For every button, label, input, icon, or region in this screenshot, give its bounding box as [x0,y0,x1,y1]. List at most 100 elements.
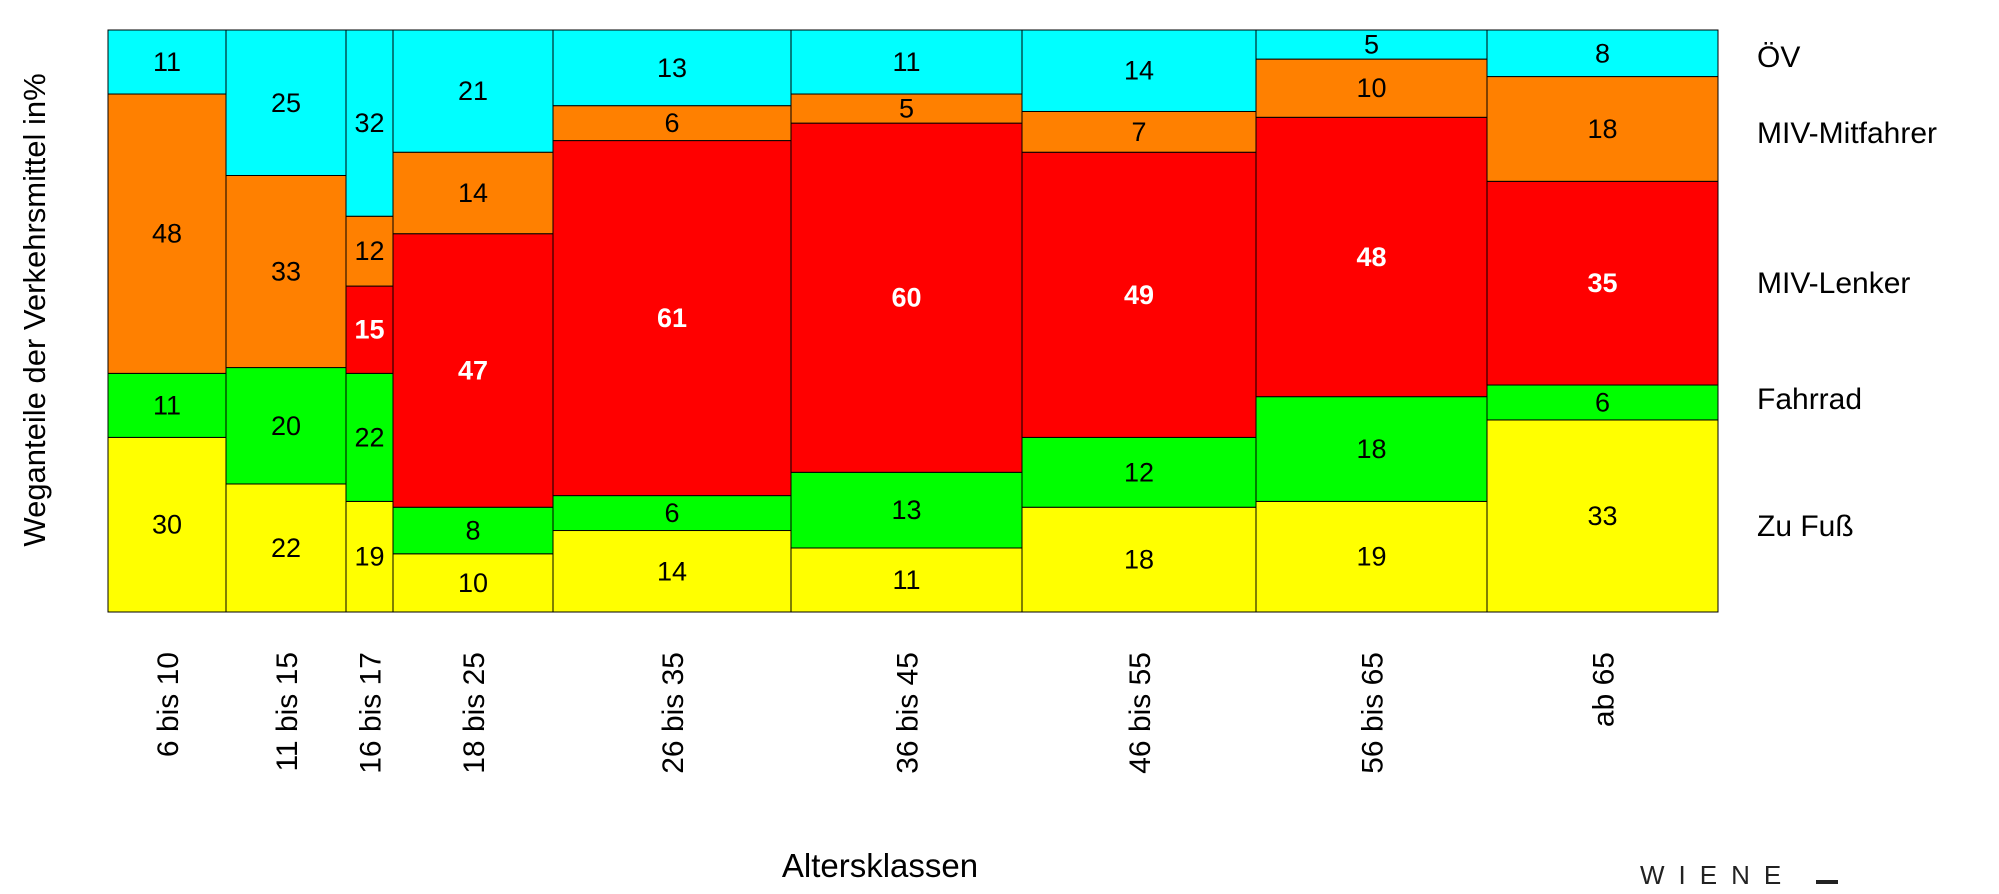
value-label-fahrrad-36-bis-45: 13 [891,495,921,525]
category-label-ab-65: ab 65 [1588,652,1621,727]
bar-segment-fahrrad-11-bis-15 [225,367,347,485]
value-label-miv-mitfahrer-18-bis-25: 14 [458,178,488,208]
value-label-fahrrad-6-bis-10: 11 [153,390,181,420]
bars-group [107,29,1719,613]
bar-segment-miv-lenker-56-bis-65 [1255,116,1488,398]
value-label-fahrrad-18-bis-25: 8 [465,516,480,546]
value-label-oev-46-bis-55: 14 [1124,56,1154,86]
category-label-46-bis-55: 46 bis 55 [1124,652,1157,774]
logo: WIENE [1640,860,1838,890]
value-label-oev-6-bis-10: 11 [153,47,181,77]
category-label-18-bis-25: 18 bis 25 [458,652,491,774]
legend: ÖV MIV-Mitfahrer MIV-Lenker Fahrrad Zu Fuß [1757,41,1937,543]
value-label-zu-fuss-18-bis-25: 10 [458,568,488,598]
bar-segment-zu-fuss-26-bis-35 [552,530,792,613]
bar-segment-miv-lenker-36-bis-45 [790,122,1023,473]
bar-segment-zu-fuss-46-bis-55 [1021,506,1257,613]
value-label-fahrrad-46-bis-55: 12 [1124,457,1154,487]
bar-segment-miv-mitfahrer-ab-65 [1486,76,1719,182]
bar-segment-zu-fuss-56-bis-65 [1255,500,1488,613]
bar-segment-miv-mitfahrer-11-bis-15 [225,175,347,369]
bar-segment-fahrrad-ab-65 [1486,384,1719,421]
value-label-oev-16-bis-17: 32 [354,108,384,138]
bar-segment-miv-lenker-26-bis-35 [552,140,792,497]
x-axis-label: Altersklassen [782,847,978,884]
value-label-fahrrad-26-bis-35: 6 [664,498,679,528]
value-label-miv-lenker-16-bis-17: 15 [354,315,384,345]
value-label-miv-mitfahrer-ab-65: 18 [1587,114,1617,144]
category-label-16-bis-17: 16 bis 17 [355,652,388,774]
value-label-miv-lenker-18-bis-25: 47 [458,355,488,385]
bar-segment-oev-36-bis-45 [790,29,1023,95]
value-label-fahrrad-11-bis-15: 20 [271,411,301,441]
value-labels-group: 3011481122203325192215123210847142114661… [152,30,1618,598]
value-label-zu-fuss-56-bis-65: 19 [1356,542,1386,572]
bar-segment-fahrrad-56-bis-65 [1255,396,1488,502]
value-label-miv-mitfahrer-36-bis-45: 5 [899,94,914,124]
value-label-fahrrad-56-bis-65: 18 [1356,434,1386,464]
value-label-zu-fuss-ab-65: 33 [1587,501,1617,531]
logo-dash [1816,880,1838,884]
bar-segment-fahrrad-26-bis-35 [552,495,792,532]
legend-item-fahrrad: Fahrrad [1757,383,1862,416]
value-label-miv-lenker-36-bis-45: 60 [891,283,921,313]
value-label-miv-mitfahrer-56-bis-65: 10 [1356,73,1386,103]
bar-segment-zu-fuss-6-bis-10 [107,436,227,613]
bar-segment-zu-fuss-11-bis-15 [225,483,347,613]
bar-segment-fahrrad-6-bis-10 [107,372,227,438]
bar-segment-oev-16-bis-17 [345,29,394,217]
bar-segment-oev-56-bis-65 [1255,29,1488,60]
logo-text: WIENE [1640,860,1795,890]
bar-segment-miv-mitfahrer-56-bis-65 [1255,58,1488,118]
bar-segment-oev-11-bis-15 [225,29,347,176]
value-label-miv-mitfahrer-46-bis-55: 7 [1131,117,1146,147]
category-label-6-bis-10: 6 bis 10 [152,652,185,757]
bar-segment-fahrrad-16-bis-17 [345,372,394,502]
legend-item-miv-lenker: MIV-Lenker [1757,267,1910,300]
bar-segment-oev-ab-65 [1486,29,1719,78]
legend-item-oev: ÖV [1757,41,1800,74]
value-label-zu-fuss-26-bis-35: 14 [657,556,687,586]
bar-segment-fahrrad-36-bis-45 [790,471,1023,549]
category-label-56-bis-65: 56 bis 65 [1357,652,1390,774]
value-label-miv-mitfahrer-11-bis-15: 33 [271,257,301,287]
value-label-zu-fuss-46-bis-55: 18 [1124,545,1154,575]
category-label-36-bis-45: 36 bis 45 [892,652,925,774]
category-label-11-bis-15: 11 bis 15 [271,652,304,772]
bar-segment-zu-fuss-16-bis-17 [345,500,394,613]
value-label-oev-ab-65: 8 [1595,38,1610,68]
value-label-fahrrad-16-bis-17: 22 [354,422,384,452]
value-label-fahrrad-ab-65: 6 [1595,387,1610,417]
bar-segment-oev-6-bis-10 [107,29,227,95]
legend-item-miv-mitfahrer: MIV-Mitfahrer [1757,117,1937,150]
bar-segment-miv-mitfahrer-16-bis-17 [345,215,394,287]
value-label-miv-mitfahrer-6-bis-10: 48 [152,219,182,249]
y-axis-label: Weganteile der Verkehrsmittel in% [17,73,52,546]
value-label-oev-56-bis-65: 5 [1364,30,1379,60]
value-label-oev-26-bis-35: 13 [657,53,687,83]
category-label-26-bis-35: 26 bis 35 [657,652,690,774]
value-label-miv-lenker-ab-65: 35 [1587,268,1617,298]
value-label-miv-lenker-26-bis-35: 61 [657,303,687,333]
value-label-miv-mitfahrer-26-bis-35: 6 [664,108,679,138]
value-label-zu-fuss-6-bis-10: 30 [152,510,182,540]
bar-segment-miv-mitfahrer-36-bis-45 [790,93,1023,124]
value-label-zu-fuss-16-bis-17: 19 [354,542,384,572]
bar-segment-oev-26-bis-35 [552,29,792,107]
value-label-miv-lenker-56-bis-65: 48 [1356,242,1386,272]
value-label-miv-mitfahrer-16-bis-17: 12 [354,236,384,266]
bar-segment-zu-fuss-ab-65 [1486,419,1719,613]
category-labels-group: 6 bis 10 11 bis 15 16 bis 17 18 bis 25 26 bi… [152,652,1621,774]
bar-segment-miv-lenker-18-bis-25 [392,233,554,508]
value-label-oev-11-bis-15: 25 [271,88,301,118]
value-label-miv-lenker-46-bis-55: 49 [1124,280,1154,310]
bar-segment-miv-lenker-46-bis-55 [1021,151,1257,438]
value-label-zu-fuss-11-bis-15: 22 [271,533,301,563]
legend-item-zu-fuss: Zu Fuß [1757,510,1854,543]
value-label-oev-18-bis-25: 21 [458,76,488,106]
value-label-oev-36-bis-45: 11 [892,47,920,77]
value-label-zu-fuss-36-bis-45: 11 [892,565,920,595]
bar-segment-miv-lenker-ab-65 [1486,180,1719,386]
bar-segment-miv-mitfahrer-18-bis-25 [392,151,554,235]
